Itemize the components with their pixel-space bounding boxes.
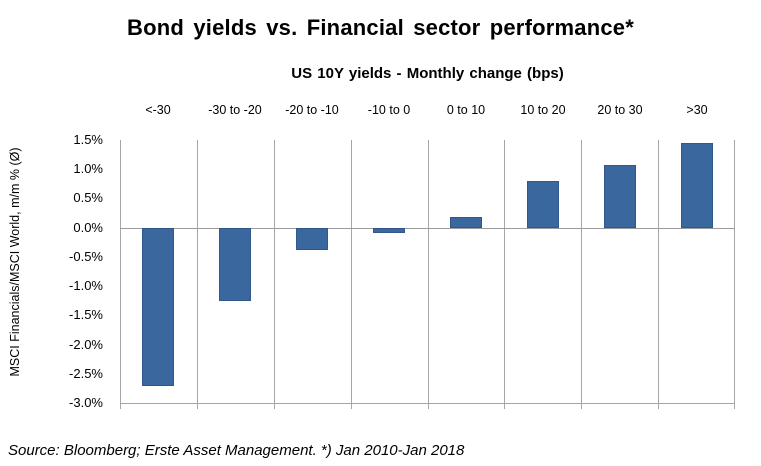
x-category-label: 10 to 20 xyxy=(520,103,566,117)
x-axis-line xyxy=(120,403,735,404)
y-tick-label: -3.0% xyxy=(69,395,103,410)
category-gridline xyxy=(428,140,429,403)
x-axis-tick xyxy=(120,403,121,409)
y-tick-label: 0.5% xyxy=(73,190,103,205)
bar-20 to 30 xyxy=(604,165,636,228)
y-tick-label: -1.0% xyxy=(69,278,103,293)
bar--10 to 0 xyxy=(373,228,405,233)
y-tick-label: 1.5% xyxy=(73,132,103,147)
category-gridline xyxy=(274,140,275,403)
plot-area xyxy=(120,140,735,409)
category-gridline xyxy=(351,140,352,403)
bar--20 to -10 xyxy=(296,228,328,250)
bar-0 to 10 xyxy=(450,217,482,228)
category-gridline xyxy=(120,140,121,403)
y-tick-label: -2.0% xyxy=(69,337,103,352)
y-tick-label: -0.5% xyxy=(69,249,103,264)
category-gridline xyxy=(504,140,505,403)
x-axis-group-title: US 10Y yields - Monthly change (bps) xyxy=(291,65,564,82)
x-axis-tick xyxy=(504,403,505,409)
x-axis-tick xyxy=(428,403,429,409)
x-category-label: -10 to 0 xyxy=(367,103,411,117)
x-category-label: -20 to -10 xyxy=(285,103,339,117)
x-category-label: >30 xyxy=(686,103,708,117)
x-axis-tick xyxy=(581,403,582,409)
x-axis-tick xyxy=(197,403,198,409)
bar--30 to -20 xyxy=(219,228,251,301)
y-tick-label: 1.0% xyxy=(73,161,103,176)
category-gridline xyxy=(658,140,659,403)
category-gridline xyxy=(197,140,198,403)
bar-<-30 xyxy=(142,228,174,386)
x-category-label: 0 to 10 xyxy=(446,103,486,117)
category-gridline xyxy=(581,140,582,403)
bar-10 to 20 xyxy=(527,181,559,228)
x-axis-tick xyxy=(274,403,275,409)
x-category-label: -30 to -20 xyxy=(208,103,262,117)
bar->30 xyxy=(681,143,713,228)
x-category-label: 20 to 30 xyxy=(597,103,643,117)
zero-line xyxy=(120,228,735,229)
y-tick-label: -1.5% xyxy=(69,307,103,322)
x-axis-tick xyxy=(351,403,352,409)
y-tick-label: 0.0% xyxy=(73,220,103,235)
y-tick-label: -2.5% xyxy=(69,366,103,381)
category-gridline xyxy=(734,140,735,403)
x-category-label: <-30 xyxy=(145,103,171,117)
y-axis-tick-labels: 1.5% 1.0% 0.5% 0.0% -0.5% -1.0% -1.5% -2.0% -2.5… xyxy=(0,133,103,410)
chart-title: Bond yields vs. Financial sector perform… xyxy=(127,15,634,40)
x-axis-category-labels: <-30 -30 to -20 -20 to -10 -10 to 0 0 to 10 1… xyxy=(120,103,735,119)
x-axis-tick xyxy=(658,403,659,409)
x-axis-tick xyxy=(734,403,735,409)
source-note: Source: Bloomberg; Erste Asset Managemen… xyxy=(8,442,465,459)
